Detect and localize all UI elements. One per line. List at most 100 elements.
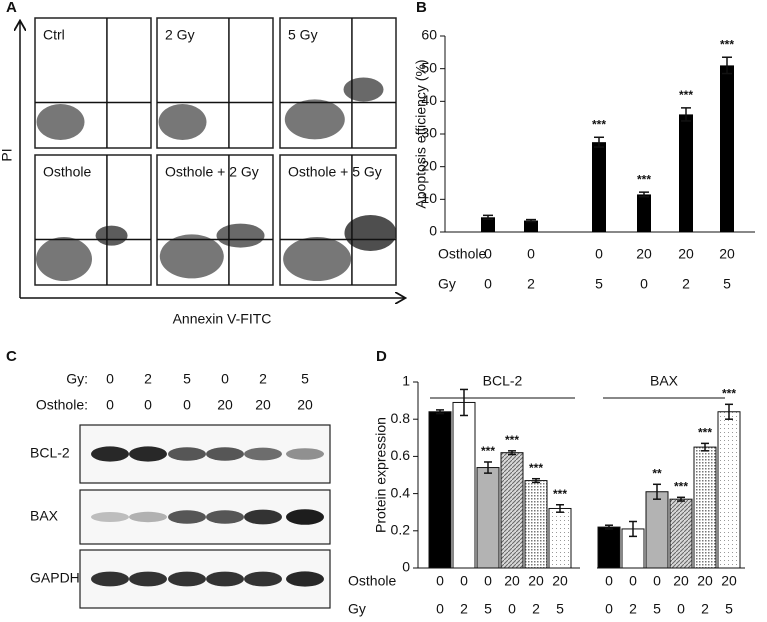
lane-label: 2 bbox=[144, 371, 152, 387]
condition-label: 5 bbox=[723, 276, 731, 292]
bar bbox=[524, 480, 548, 569]
condition-label: 20 bbox=[552, 573, 568, 589]
band bbox=[129, 511, 167, 523]
significance: *** bbox=[481, 444, 495, 458]
significance: *** bbox=[720, 37, 734, 51]
bar bbox=[428, 411, 452, 569]
significance: *** bbox=[722, 386, 736, 400]
band bbox=[206, 510, 244, 524]
flow-plots: Ctrl 2 Gy 5 Gy Osthole Osthole + 2 Gy Osthole… bbox=[34, 17, 397, 286]
condition-label: 0 bbox=[527, 246, 535, 262]
condition-label: 20 bbox=[673, 573, 689, 589]
band bbox=[244, 509, 282, 525]
significance: ** bbox=[652, 466, 662, 480]
condition-label: 2 bbox=[682, 276, 690, 292]
group-label: BCL-2 bbox=[483, 373, 523, 389]
panel-letter: B bbox=[416, 0, 427, 16]
y-tick-label: 20 bbox=[421, 157, 437, 173]
condition-label: 0 bbox=[484, 573, 492, 589]
condition-label: 20 bbox=[678, 246, 694, 262]
band bbox=[206, 571, 244, 587]
condition-label: 2 bbox=[532, 601, 540, 617]
condition-label: 5 bbox=[484, 601, 492, 617]
plot-label: Osthole bbox=[43, 164, 91, 180]
lane-label: 20 bbox=[217, 397, 233, 413]
bar bbox=[720, 65, 734, 233]
condition-label: 20 bbox=[721, 573, 737, 589]
condition-label: 0 bbox=[629, 573, 637, 589]
bar bbox=[637, 194, 651, 232]
significance: *** bbox=[679, 88, 693, 102]
row-label: Osthole: bbox=[36, 397, 88, 413]
lane-label: 0 bbox=[221, 371, 229, 387]
band bbox=[168, 447, 206, 461]
condition-label: 0 bbox=[595, 246, 603, 262]
y-tick-label: 0.6 bbox=[391, 447, 411, 463]
significance: *** bbox=[592, 117, 606, 131]
y-axis-label: Apoptosis efficiency (%) bbox=[413, 59, 429, 208]
condition-label: 20 bbox=[528, 573, 544, 589]
condition-label: 0 bbox=[677, 601, 685, 617]
condition-label: 20 bbox=[504, 573, 520, 589]
plot-label: 5 Gy bbox=[288, 27, 318, 43]
lane-label: 5 bbox=[301, 371, 309, 387]
band bbox=[129, 571, 167, 587]
row-label: Gy bbox=[438, 276, 456, 292]
plot-label: 2 Gy bbox=[165, 27, 195, 43]
lane-label: 0 bbox=[144, 397, 152, 413]
cell-cloud bbox=[36, 104, 85, 140]
cell-cloud bbox=[158, 104, 207, 140]
blot-label: GAPDH bbox=[30, 570, 80, 586]
bar bbox=[548, 507, 572, 569]
condition-label: 0 bbox=[460, 573, 468, 589]
y-tick-label: 30 bbox=[421, 125, 437, 141]
lane-label: 2 bbox=[259, 371, 267, 387]
band bbox=[244, 447, 282, 461]
western-blot: Gy: 0 2 5 0 2 5 Osthole: 0 0 0 20 20 20 BCL-2 BAX GAPDH bbox=[30, 371, 331, 609]
condition-label: 0 bbox=[436, 601, 444, 617]
y-tick-label: 10 bbox=[421, 190, 437, 206]
condition-label: 2 bbox=[629, 601, 637, 617]
lane-label: 5 bbox=[183, 371, 191, 387]
bar bbox=[452, 401, 476, 569]
lane-label: 0 bbox=[106, 371, 114, 387]
y-tick-label: 0.4 bbox=[391, 484, 411, 500]
condition-label: 0 bbox=[436, 573, 444, 589]
band bbox=[286, 448, 324, 460]
y-tick-label: 50 bbox=[421, 59, 437, 75]
condition-label: 5 bbox=[556, 601, 564, 617]
panel-letter: D bbox=[376, 348, 387, 365]
y-tick-label: 0.2 bbox=[391, 522, 411, 538]
condition-label: 0 bbox=[484, 276, 492, 292]
blot-label: BAX bbox=[30, 508, 59, 524]
panel-letter: C bbox=[6, 348, 17, 365]
lane-label: 0 bbox=[106, 397, 114, 413]
plot-label: Ctrl bbox=[43, 27, 65, 43]
significance: *** bbox=[698, 426, 712, 440]
row-label: Osthole bbox=[438, 246, 486, 262]
band bbox=[206, 447, 244, 461]
band bbox=[286, 509, 324, 525]
bar bbox=[524, 220, 538, 232]
y-tick-label: 60 bbox=[421, 27, 437, 43]
bar bbox=[597, 526, 621, 569]
y-tick-label: 0 bbox=[402, 559, 410, 575]
significance: *** bbox=[674, 479, 688, 493]
band bbox=[168, 510, 206, 524]
bar bbox=[717, 411, 741, 569]
x-axis-label: Annexin V-FITC bbox=[173, 311, 272, 327]
cell-cloud bbox=[36, 237, 92, 281]
condition-label: 0 bbox=[653, 573, 661, 589]
y-tick-label: 40 bbox=[421, 92, 437, 108]
bar bbox=[592, 142, 606, 232]
condition-label: 2 bbox=[527, 276, 535, 292]
panel-letter: A bbox=[6, 0, 17, 16]
cell-cloud bbox=[216, 223, 265, 248]
condition-label: 2 bbox=[701, 601, 709, 617]
plot-label: Osthole + 2 Gy bbox=[165, 164, 259, 180]
condition-label: 0 bbox=[605, 573, 613, 589]
lane-label: 20 bbox=[297, 397, 313, 413]
cell-cloud bbox=[159, 234, 224, 279]
cell-cloud bbox=[283, 237, 352, 281]
